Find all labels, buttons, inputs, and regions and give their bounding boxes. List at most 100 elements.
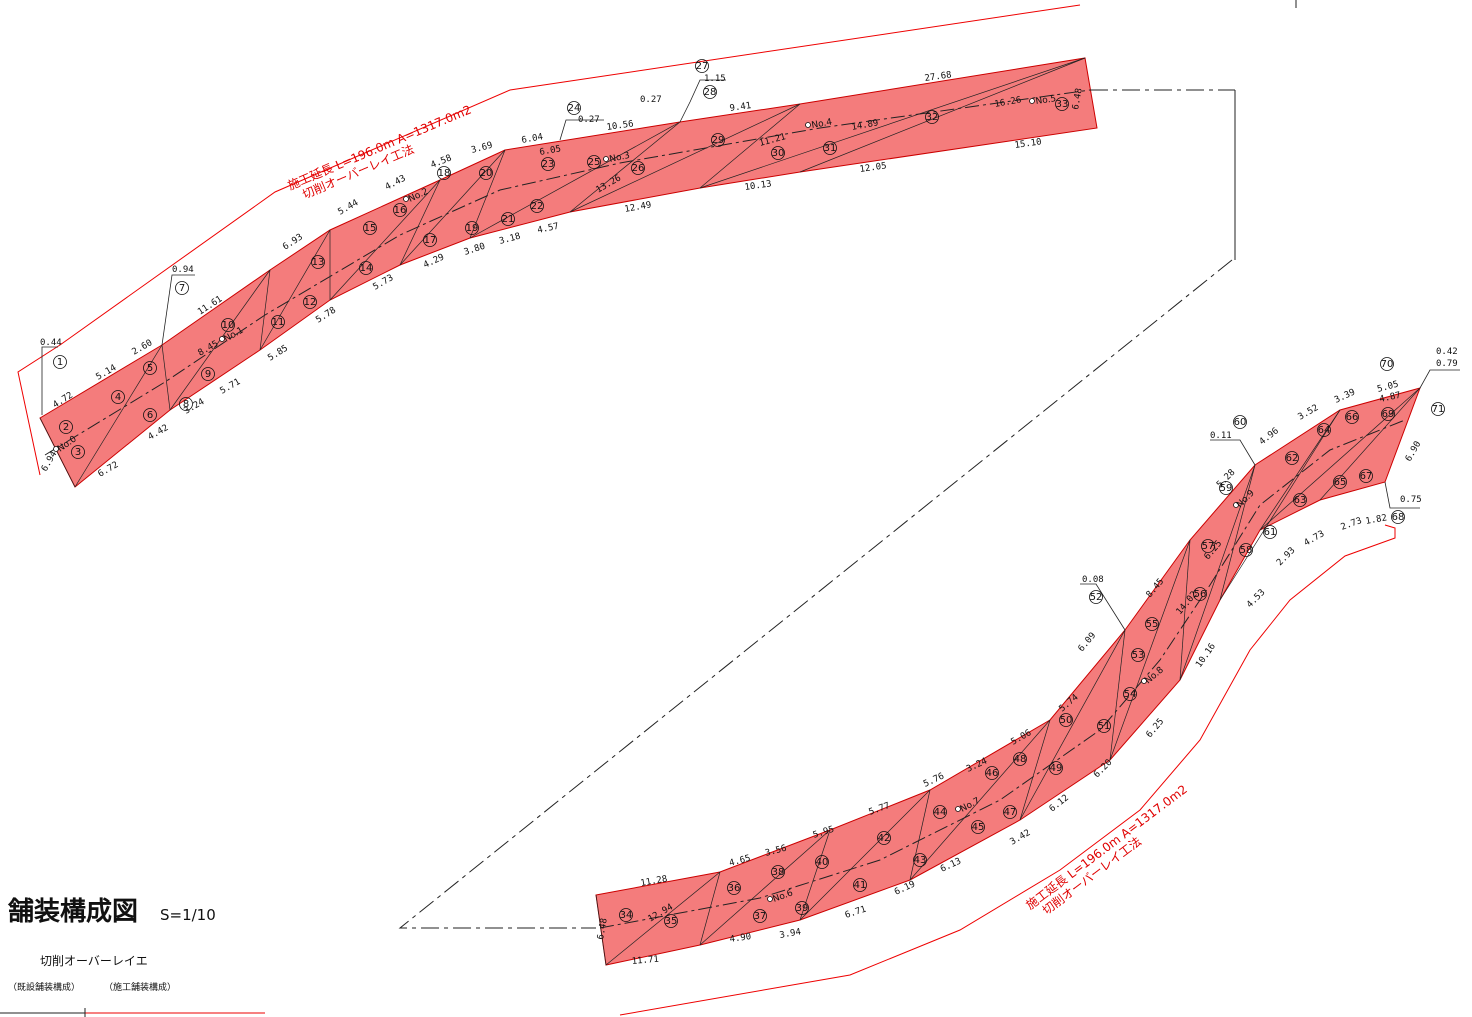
edge: [1109, 629, 1126, 761]
area-number: 28: [704, 87, 717, 98]
area-marker: [1333, 475, 1347, 489]
dimension: 10.13: [744, 179, 772, 193]
dimension: 11.71: [631, 955, 659, 967]
area-number: 40: [816, 857, 829, 868]
area-number: 20: [480, 168, 493, 179]
area-marker: [201, 367, 215, 381]
station-label: No.5: [1035, 94, 1057, 107]
area-marker: [221, 318, 235, 332]
edge: [74, 344, 163, 488]
area-number: 71: [1432, 404, 1445, 415]
dimension: 6.71: [844, 905, 868, 921]
dimension: 3.52: [1297, 403, 1321, 423]
area-number: 56: [1194, 589, 1207, 600]
dimension: 0.75: [1400, 495, 1422, 505]
edge: [1019, 629, 1126, 821]
area-number: 49: [1050, 763, 1063, 774]
area-number: 1: [57, 357, 63, 368]
edge: [799, 789, 931, 921]
area-marker: [985, 766, 999, 780]
dimension: 15.10: [1014, 137, 1042, 151]
dimension: 3.94: [779, 927, 802, 941]
area-marker: [877, 831, 891, 845]
dimension: 3.80: [463, 242, 487, 258]
area-marker: [1263, 525, 1277, 539]
dimension: 4.43: [384, 174, 408, 193]
area-number: 65: [1334, 477, 1347, 488]
area-number: 21: [502, 214, 515, 225]
dimension: 3.39: [1333, 387, 1357, 405]
area-marker: [1131, 648, 1145, 662]
dimension: 1.15: [704, 74, 726, 84]
dimension: 4.87: [1379, 391, 1402, 405]
legend-construction: （施工舗装構成）: [104, 981, 176, 993]
area-marker: [1381, 407, 1395, 421]
area-marker: [1391, 510, 1405, 524]
station-point: [1233, 502, 1239, 508]
area-number: 60: [1234, 417, 1247, 428]
boundary: [619, 524, 1396, 1016]
edge: [699, 829, 831, 946]
area-number: 50: [1060, 715, 1073, 726]
area-marker: [1359, 469, 1373, 483]
area-marker: [530, 199, 544, 213]
area-marker: [179, 397, 193, 411]
area-marker: [1089, 590, 1103, 604]
area-marker: [501, 212, 515, 226]
area-marker: [541, 157, 555, 171]
area-marker: [727, 881, 741, 895]
area-marker: [1285, 451, 1299, 465]
dimension: 3.18: [498, 232, 522, 247]
area-marker: [479, 166, 493, 180]
dimension: 0.94: [172, 265, 194, 275]
area-number: 67: [1360, 471, 1373, 482]
area-marker: [143, 408, 157, 422]
area-number: 43: [914, 855, 927, 866]
area-marker: [71, 445, 85, 459]
area-marker: [587, 155, 601, 169]
area-number: 4: [115, 392, 121, 403]
area-marker: [703, 85, 717, 99]
edge: [1179, 539, 1191, 681]
area-marker: [925, 110, 939, 124]
area-marker: [1431, 402, 1445, 416]
dimension: 6.04: [521, 132, 544, 146]
area-marker: [695, 59, 709, 73]
triangulation: [39, 57, 1421, 966]
edge: [799, 57, 1086, 173]
area-number: 69: [1382, 409, 1395, 420]
area-number: 66: [1346, 412, 1359, 423]
dimension: 10.16: [1194, 642, 1218, 670]
area-marker: [363, 221, 377, 235]
area-number: 48: [1014, 754, 1027, 765]
paving-area-lower: [595, 387, 1421, 966]
edge: [469, 121, 681, 239]
area-marker: [1145, 617, 1159, 631]
dimension: 0.27: [640, 95, 662, 105]
area-marker: [143, 361, 157, 375]
area-number: 36: [728, 883, 741, 894]
area-marker: [815, 855, 829, 869]
edge: [161, 344, 171, 411]
area-marker: [1239, 543, 1253, 557]
dimension: 4.96: [1258, 426, 1281, 447]
area-marker: [271, 315, 285, 329]
area-number: 57: [1202, 541, 1215, 552]
area-number: 9: [205, 369, 211, 380]
station-point: [955, 806, 961, 812]
area-number: 37: [754, 911, 767, 922]
legend-existing: （既設舗装構成）: [8, 981, 80, 993]
centerline-upper: [44, 89, 1091, 456]
edge: [259, 269, 271, 351]
area-marker: [423, 233, 437, 247]
dimension: 0.08: [1082, 575, 1104, 585]
dimension: 9.41: [729, 101, 752, 114]
area-number: 47: [1004, 807, 1017, 818]
dimension: 5.85: [266, 344, 290, 364]
dimension: 0.79: [1436, 359, 1458, 369]
area-marker: [1055, 97, 1069, 111]
station-point: [1141, 678, 1147, 684]
area-number: 64: [1318, 425, 1331, 436]
area-number: 25: [588, 157, 601, 168]
area-number: 52: [1090, 592, 1103, 603]
